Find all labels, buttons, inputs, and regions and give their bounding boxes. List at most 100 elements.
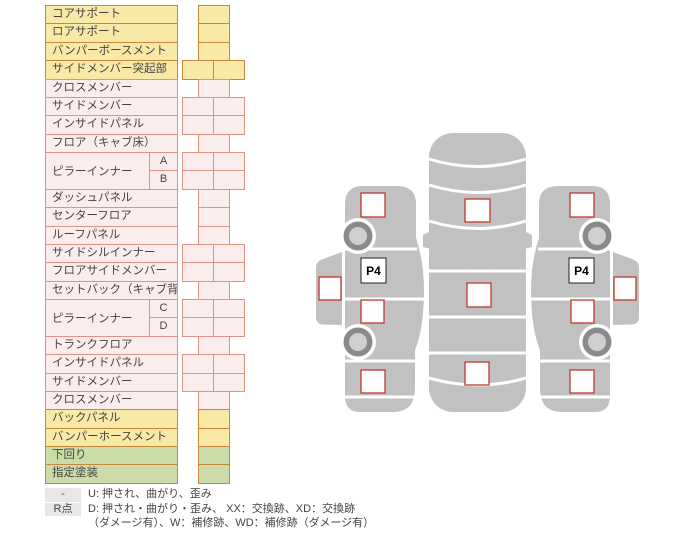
part-label: サイドシルインナー [45,243,178,264]
part-label: バンパーホースメント [45,427,178,447]
damage-cell-right[interactable] [213,96,245,117]
part-label: バンパーボースメント [45,41,178,62]
damage-cell-right[interactable] [213,299,245,319]
damage-cell[interactable] [198,280,230,300]
check-square-top-rear[interactable] [464,361,490,386]
legend-text-rpoint-cont: （ダメージ有）、W：補修跡、WD：補修跡（ダメージ有） [88,517,375,529]
car-left-side-view: P4 [316,186,424,412]
check-square-right-roof[interactable] [613,276,637,301]
damage-cell[interactable] [198,446,230,466]
part-label: ロアサポート [45,23,178,43]
check-square-left-front[interactable] [360,192,386,218]
damage-cell-right[interactable] [213,372,245,392]
check-square-left-middle[interactable] [360,299,385,324]
table-row: サイドメンバー [45,372,245,392]
damage-cell-left[interactable] [182,317,214,337]
part-label: インサイドパネル [45,115,178,135]
check-square-top-middle[interactable] [466,282,492,308]
damage-cell-left[interactable] [182,152,214,172]
p4-label-left: P4 [366,264,381,278]
damage-cell-right[interactable] [213,170,245,190]
damage-cell-left[interactable] [182,96,214,117]
car-left-front-wheel [340,218,376,254]
car-left-rear-wheel [340,324,376,360]
check-square-left-rear[interactable] [360,369,386,394]
part-label: センターフロア [45,207,178,227]
check-square-top-front[interactable] [464,198,491,223]
damage-cell[interactable] [198,225,230,245]
table-row: ロアサポート [45,23,245,43]
pillar-sub-label: B [149,170,178,190]
table-row: バンパーボースメント [45,41,245,62]
damage-cell[interactable] [198,464,230,484]
part-label: バックパネル [45,409,178,429]
part-label: セットバック（キャブ背） [45,280,178,300]
part-label: ルーフパネル [45,225,178,245]
damage-cell[interactable] [198,188,230,209]
damage-cell[interactable] [198,133,230,153]
table-row: バックパネル [45,409,245,429]
damage-cell[interactable] [198,390,230,411]
table-row: トランクフロア [45,335,245,356]
p4-marker-left[interactable]: P4 [360,257,387,284]
table-row: サイドメンバー突起部 [45,60,245,80]
table-row: 下回り [45,446,245,466]
damage-cell-right[interactable] [213,152,245,172]
part-label: サイドメンバー [45,96,178,117]
pillar-sub-label: A [149,152,178,172]
damage-cell[interactable] [198,5,230,25]
damage-cell-left[interactable] [182,354,214,374]
legend-badge-minor: - [45,488,81,502]
damage-cell-left[interactable] [182,60,214,80]
damage-cell-left[interactable] [182,115,214,135]
table-row: セットバック（キャブ背） [45,280,245,300]
damage-cell-left[interactable] [182,262,214,282]
damage-cell[interactable] [198,207,230,227]
part-label: コアサポート [45,5,178,25]
part-label: トランクフロア [45,335,178,356]
check-square-right-middle[interactable] [570,299,595,324]
damage-cell-left[interactable] [182,170,214,190]
damage-cell[interactable] [198,41,230,62]
damage-cell[interactable] [198,78,230,98]
damage-cell-right[interactable] [213,354,245,374]
car-right-front-wheel [579,218,615,254]
table-row-group-pillar-cd: ピラーインナー C D [45,299,245,337]
part-label: ピラーインナー [45,152,150,190]
damage-cell-right[interactable] [213,317,245,337]
table-row: コアサポート [45,5,245,25]
table-row: フロアサイドメンバー [45,262,245,282]
pillar-sub-label: C [149,299,178,319]
damage-cell[interactable] [198,23,230,43]
legend-text-minor: U: 押され、曲がり、歪み [88,488,212,500]
table-row-group-pillar-ab: ピラーインナー A B [45,152,245,190]
part-label: 指定塗装 [45,464,178,484]
check-square-right-front[interactable] [569,192,595,218]
table-row: サイドシルインナー [45,243,245,264]
table-row: バンパーホースメント [45,427,245,447]
car-top-view [423,133,532,412]
check-square-left-roof[interactable] [318,276,342,301]
damage-cell-left[interactable] [182,372,214,392]
damage-cell-right[interactable] [213,243,245,264]
legend: - U: 押され、曲がり、歪み R点 D: 押され・曲がり・歪み、 XX：交換跡… [45,488,374,532]
table-row: 指定塗装 [45,464,245,484]
part-label: サイドメンバー突起部 [45,60,178,80]
parts-table: コアサポート ロアサポート バンパーボースメント サイドメンバー突起部 クロスメ… [45,5,245,484]
table-row: センターフロア [45,207,245,227]
legend-badge-rpoint: R点 [45,502,81,516]
damage-cell-right[interactable] [213,115,245,135]
table-row: ルーフパネル [45,225,245,245]
check-square-right-rear[interactable] [569,369,595,394]
damage-cell-right[interactable] [213,60,245,80]
p4-label-right: P4 [574,264,589,278]
damage-cell[interactable] [198,409,230,429]
damage-cell-right[interactable] [213,262,245,282]
damage-cell[interactable] [198,427,230,447]
damage-cell-left[interactable] [182,299,214,319]
pillar-sub-label: D [149,317,178,337]
damage-cell[interactable] [198,335,230,356]
p4-marker-right[interactable]: P4 [568,257,595,284]
damage-cell-left[interactable] [182,243,214,264]
